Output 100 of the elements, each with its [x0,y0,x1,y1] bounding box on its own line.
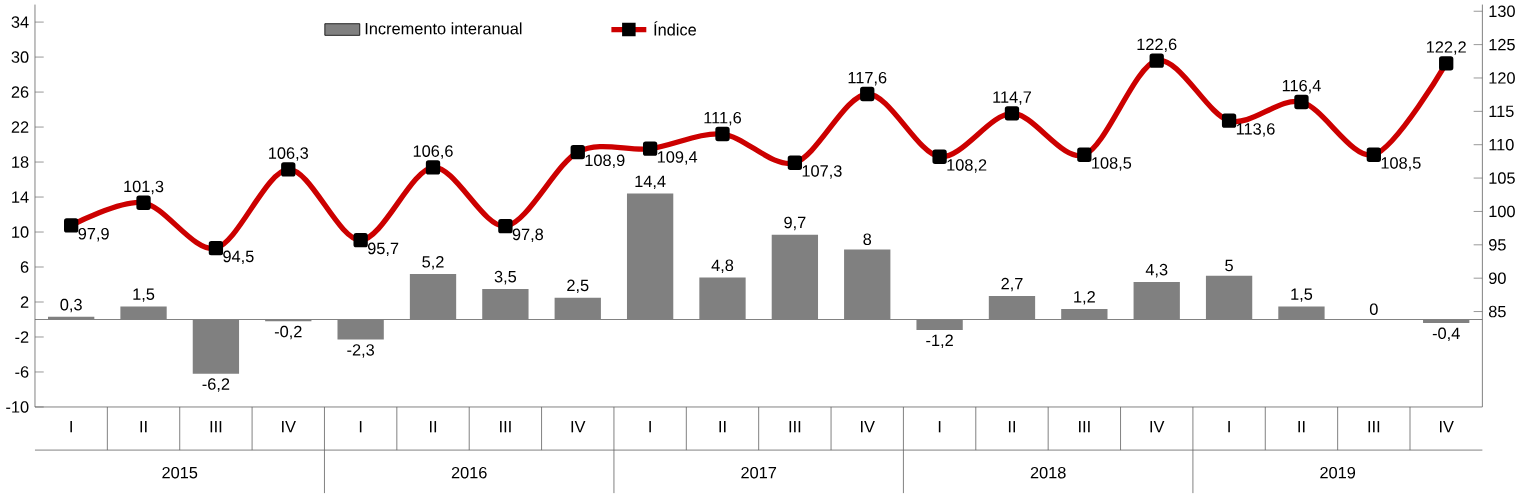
data-label: -1,2 [926,334,953,349]
text: 2019 [1320,467,1356,479]
data-label: 0 [1369,303,1378,316]
x-tick-label: II [140,421,147,433]
y2-tick-label: 110 [1489,139,1514,151]
data-label: 4,3 [1145,264,1168,278]
text: 2015 [162,467,198,479]
x-tick-label: II [1008,421,1016,433]
data-label: -0,2 [274,325,302,340]
y2-tick-label: 100 [1489,205,1515,218]
data-label: 116,4 [1282,80,1321,94]
legend-label: Incremento interanual [365,22,522,35]
y2-tick-label: 120 [1489,72,1515,84]
y2-tick-label: 130 [1489,5,1515,18]
data-label: 101,3 [124,180,164,195]
data-label: 111,6 [704,112,742,126]
data-label: -0,4 [1432,327,1460,342]
y-tick-label: -2 [15,331,29,343]
data-label: 108,2 [947,159,987,173]
bar [988,296,1036,320]
data-label: 108,5 [1381,157,1421,171]
data-label: 5,2 [422,256,444,270]
x-tick-label: III [789,421,801,433]
bar [554,297,601,320]
y2-tick-label: 125 [1489,39,1515,51]
y-tick-label: 34 [11,16,29,29]
y-tick-label: 26 [11,86,29,99]
text: 2016 [451,467,487,479]
x-tick-label: IV [1439,421,1454,433]
x-tick-label: III [500,421,511,433]
data-label: 95,7 [367,242,399,257]
data-label: 4,8 [711,259,734,274]
y-tick-label: -6 [15,366,29,378]
y2-tick-label: 90 [1489,272,1506,285]
bar [482,289,529,320]
data-label: 109,4 [657,151,698,165]
x-tick-label: II [1298,421,1305,433]
x-tick-label: IV [571,421,586,433]
bar [337,319,384,340]
x-tick-label: I [359,421,362,433]
text: 2018 [1030,467,1066,479]
x-tick-label: I [938,421,941,433]
data-label: 5 [1225,260,1233,272]
data-label: 107,3 [802,165,842,179]
x-tick-label: I [70,421,72,433]
bar [626,193,674,320]
data-label: 1,5 [1291,288,1313,303]
y-tick-label: 30 [11,51,29,64]
bar [1061,309,1108,320]
bar [409,274,457,320]
bar [771,234,819,320]
data-label: 8 [863,233,872,246]
x-tick-label: III [1368,421,1380,433]
y-tick-label: 18 [12,156,29,169]
bar [844,249,891,320]
data-label: -2,3 [347,344,375,358]
y-tick-label: -10 [6,401,29,413]
data-label: 117,6 [848,72,887,86]
x-tick-label: IV [861,421,875,433]
text: 2017 [741,467,777,479]
y-tick-label: 10 [12,226,29,238]
bar [192,319,240,374]
data-label: 1,2 [1074,291,1095,305]
data-label: 114,7 [993,91,1032,105]
data-label: 97,8 [512,228,544,243]
data-label: 113,6 [1236,123,1275,137]
bar [120,306,167,320]
data-label: 97,9 [78,228,109,242]
bar [1133,282,1180,320]
y-tick-label: 2 [20,296,29,308]
x-tick-label: II [719,421,726,433]
data-label: 122,2 [1426,41,1466,55]
x-tick-label: II [429,421,437,433]
data-label: 122,6 [1137,38,1177,53]
y-tick-label: 6 [20,261,29,273]
data-label: 2,7 [1001,278,1023,292]
legend-label: Índice [654,21,696,36]
bar [916,319,963,331]
y2-tick-label: 85 [1488,305,1506,318]
y-tick-label: 22 [11,121,29,133]
x-tick-label: III [1079,421,1090,433]
y2-tick-label: 115 [1489,105,1514,118]
x-tick-label: III [210,421,222,433]
data-label: 94,5 [223,250,254,265]
data-label: 1,5 [133,288,155,303]
y2-tick-label: 105 [1489,172,1515,185]
data-label: 108,9 [585,154,625,169]
data-label: 106,6 [413,145,453,159]
y-tick-label: 14 [12,191,29,203]
data-label: 14,4 [635,175,666,190]
x-tick-label: I [1228,421,1230,433]
bar [1205,275,1253,320]
data-label: 106,3 [269,147,309,161]
x-tick-label: IV [282,421,296,433]
bar [699,277,746,320]
data-label: 0,3 [60,299,82,313]
x-tick-label: IV [1150,421,1165,433]
x-tick-label: I [649,421,651,433]
bar [48,317,95,320]
data-label: 2,5 [567,279,589,294]
